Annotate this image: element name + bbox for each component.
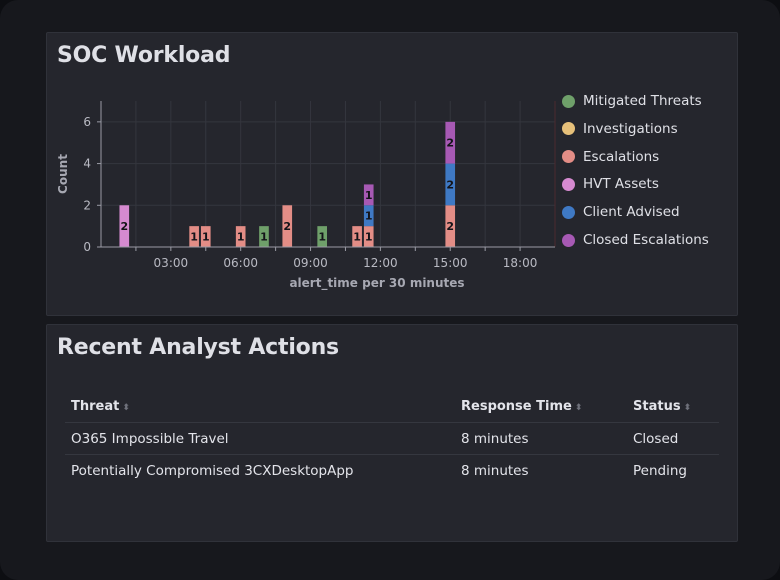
bar-value-label: 1 (190, 231, 198, 244)
sort-icon: ⬍ (574, 403, 583, 413)
chart-bar (363, 205, 374, 227)
chart-bar (317, 226, 327, 247)
bar-value-label: 1 (318, 231, 326, 244)
bar-value-label: 2 (120, 220, 128, 233)
x-tick-label: 15:00 (433, 256, 468, 270)
bar-value-label: 1 (237, 231, 245, 244)
bar-value-label: 1 (365, 189, 373, 202)
table-divider (65, 454, 719, 455)
status-cell: Pending (633, 463, 687, 479)
status-cell: Closed (633, 431, 679, 447)
chart-bar (445, 163, 456, 206)
bar-value-label: 1 (353, 231, 361, 244)
sort-icon: ⬍ (683, 403, 692, 413)
bar-value-label: 2 (446, 220, 454, 233)
legend-item[interactable]: Escalations (562, 149, 659, 165)
legend-label: Client Advised (583, 204, 680, 221)
chart-bar (352, 226, 362, 247)
threat-cell: Potentially Compromised 3CXDesktopApp (71, 463, 354, 479)
x-tick-label: 18:00 (503, 256, 538, 270)
threat-cell: O365 Impossible Travel (71, 431, 229, 447)
column-header-threat[interactable]: Threat ⬍ (71, 399, 130, 414)
chart-bar (363, 226, 374, 247)
legend-label: Escalations (583, 148, 660, 165)
legend-label: Mitigated Threats (583, 93, 702, 109)
y-tick-label: 4 (83, 157, 91, 171)
legend-item[interactable]: Closed Escalations (562, 232, 709, 248)
legend-label: HVT Assets (583, 176, 659, 193)
legend-swatch (562, 150, 575, 164)
response-time-cell: 8 minutes (461, 431, 529, 447)
chart-bar (259, 226, 269, 247)
legend-swatch (562, 233, 575, 247)
y-tick-label: 0 (83, 240, 91, 254)
soc-workload-title: SOC Workload (57, 43, 231, 68)
y-tick-label: 6 (83, 115, 91, 129)
column-header-threat-label: Threat (71, 399, 120, 414)
recent-actions-panel: Recent Analyst Actions Threat ⬍ Response … (46, 324, 738, 542)
legend-swatch (562, 122, 575, 136)
response-time-cell: 8 minutes (461, 463, 529, 479)
legend-label: Investigations (583, 120, 678, 137)
legend-item[interactable]: Mitigated Threats (562, 93, 702, 109)
y-axis-title: Count (56, 154, 70, 194)
chart-bar (363, 184, 374, 206)
legend-item[interactable]: Investigations (562, 121, 678, 137)
chart-bar (235, 226, 246, 247)
column-header-response-time[interactable]: Response Time ⬍ (461, 399, 582, 414)
chart-bar (282, 205, 293, 247)
chart-bar (445, 121, 456, 164)
table-divider (65, 422, 719, 423)
sort-icon: ⬍ (122, 403, 130, 413)
chart-bar (445, 205, 456, 247)
legend-swatch (562, 94, 575, 108)
legend-item[interactable]: Client Advised (562, 204, 680, 220)
chart-bar (119, 205, 130, 247)
bar-value-label: 1 (260, 231, 268, 244)
recent-actions-title: Recent Analyst Actions (57, 335, 339, 360)
bar-value-label: 2 (446, 178, 454, 191)
column-header-response-time-label: Response Time (461, 399, 572, 414)
chart-bar (189, 226, 199, 247)
column-header-status[interactable]: Status ⬍ (633, 399, 691, 414)
x-tick-label: 06:00 (223, 256, 258, 270)
legend-label: Closed Escalations (583, 232, 709, 248)
legend-swatch (562, 177, 575, 191)
x-tick-label: 09:00 (293, 256, 328, 270)
y-tick-label: 2 (83, 198, 91, 212)
x-axis-title: alert_time per 30 minutes (289, 276, 464, 291)
bar-value-label: 2 (283, 220, 291, 233)
bar-value-label: 1 (202, 231, 210, 244)
x-tick-label: 12:00 (363, 256, 398, 270)
x-tick-label: 03:00 (154, 256, 189, 270)
bar-value-label: 1 (365, 231, 373, 244)
legend-item[interactable]: HVT Assets (562, 176, 659, 192)
bar-value-label: 1 (365, 210, 373, 223)
legend-swatch (562, 205, 575, 219)
chart-bar (200, 226, 211, 247)
bar-value-label: 2 (446, 137, 454, 150)
column-header-status-label: Status (633, 399, 681, 414)
